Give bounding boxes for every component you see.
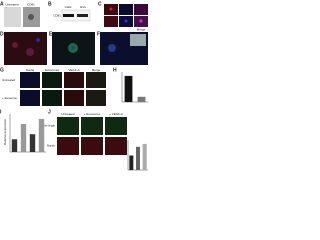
bar [124,75,133,102]
marker: CD81 [53,13,61,17]
micrograph [42,72,62,88]
figure: A Untreated CD81 B Cells EVs CD81 C Merg… [0,1,148,171]
micrograph [57,117,79,135]
bar [20,124,27,152]
caption: EVs [80,5,86,9]
signal [109,7,113,11]
micrograph [119,4,133,15]
bar [142,143,147,170]
micrograph [64,90,84,106]
panel-label: H [113,67,117,73]
row-label: Branch [47,145,56,148]
signal [108,44,116,52]
bar [38,118,45,152]
bar [29,134,36,152]
micrograph [20,90,40,106]
panel-label: G [0,67,4,73]
micrograph [4,32,47,65]
column-header: Merge [92,68,101,72]
bar [136,146,140,170]
column-header: + VEGF-A [109,112,123,116]
row-label: + Exosome [2,96,17,100]
band [77,14,88,17]
caption: CD81 [27,2,35,6]
bar [129,155,134,170]
micrograph [20,72,40,88]
micrograph [64,72,84,88]
column-header: Nuclei [26,68,35,72]
micrograph [57,137,79,155]
panel-label: J [48,109,51,115]
bar [137,96,146,102]
caption: Untreated [5,2,19,6]
column-header: VEGF-A [68,68,79,72]
caption: Cells [65,5,72,9]
micrograph [81,137,103,155]
micrograph [105,117,127,135]
bar [11,139,18,152]
panel-label: D [0,31,4,37]
panel-label: E [49,31,53,37]
micrograph [86,90,106,106]
micrograph [81,117,103,135]
micrograph [86,72,106,88]
signal [71,46,75,50]
micrograph [104,16,118,27]
panel-label: A [0,1,4,7]
column-header: Untreated [61,112,75,116]
micrograph [105,137,127,155]
signal [36,38,40,42]
column-header: Exosomes [45,68,60,72]
vesicle [28,14,34,20]
blot [61,9,91,22]
column-header: + Exosomes [84,112,101,116]
panel-label: B [48,1,52,7]
caption: Merge [137,27,146,31]
panel-label: F [97,31,100,37]
row-label: Tube length [42,125,56,128]
row-label: Untreated [2,78,16,82]
signal [124,19,128,23]
signal [139,19,143,23]
micrograph [4,7,21,27]
band [63,14,74,17]
y-axis-label: Relative expression [3,119,7,146]
micrograph [42,90,62,106]
inset [130,34,146,46]
signal [26,48,34,56]
micrograph [134,4,148,15]
panel-label: C [98,1,102,7]
panel-label: I [0,109,2,115]
signal [12,42,18,48]
